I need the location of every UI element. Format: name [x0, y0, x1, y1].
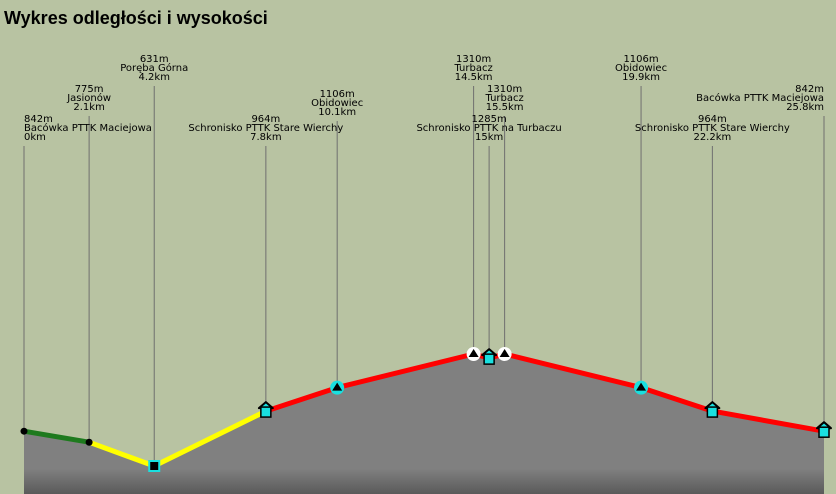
peak-icon: [330, 380, 345, 395]
distance-label: 15.5km: [486, 102, 524, 113]
elevation-label: 842m: [24, 114, 53, 125]
chart-title: Wykres odległości i wysokości: [4, 8, 268, 28]
elevation-label: 842m: [795, 84, 824, 95]
elevation-label: 1310m: [456, 54, 491, 65]
route-segment: [265, 351, 825, 434]
peak-icon: [466, 347, 481, 361]
distance-label: 19.9km: [622, 72, 660, 83]
place-name-label: Schronisko PTTK na Turbaczu: [416, 123, 561, 134]
peak-icon: [634, 380, 649, 395]
route-segment: [23, 428, 90, 445]
place-name-label: Jasionów: [66, 92, 111, 104]
elevation-label: 631m: [140, 54, 169, 65]
place-name-label: Poręba Górna: [120, 62, 188, 74]
place-name-label: Turbacz: [484, 93, 523, 104]
elevation-label: 1310m: [487, 84, 522, 95]
place-name-label: Schronisko PTTK Stare Wierchy: [635, 123, 790, 134]
waypoint-dot-marker: [85, 438, 93, 446]
shelter-icon: [816, 421, 832, 438]
distance-label: 14.5km: [455, 72, 493, 83]
distance-label: 10.1km: [318, 107, 356, 118]
place-name-label: Schronisko PTTK Stare Wierchy: [188, 123, 343, 134]
elevation-area: [24, 354, 824, 494]
distance-label: 0km: [24, 132, 46, 143]
place-name-label: Bacówka PTTK Maciejowa: [696, 92, 824, 104]
elevation-label: 964m: [251, 114, 280, 125]
peak-icon: [497, 347, 512, 361]
elevation-label: 775m: [75, 84, 104, 95]
distance-label: 2.1km: [73, 102, 104, 113]
elevation-label: 1285m: [472, 114, 507, 125]
station-markers: [20, 347, 832, 472]
village-marker-core: [150, 462, 159, 470]
place-name-label: Bacówka PTTK Maciejowa: [24, 122, 152, 134]
elevation-label: 964m: [698, 114, 727, 125]
place-name-label: Obidowiec: [615, 63, 667, 74]
place-name-label: Turbacz: [453, 63, 492, 74]
waypoint-dot-marker: [20, 427, 28, 435]
elevation-label: 1106m: [320, 89, 355, 100]
shelter-icon: [704, 401, 721, 418]
distance-label: 22.2km: [693, 132, 731, 143]
distance-label: 15km: [475, 132, 503, 143]
distance-label: 4.2km: [139, 72, 170, 83]
distance-label: 7.8km: [250, 132, 281, 143]
shelter-icon: [257, 401, 274, 418]
station-guide-lines: [23, 86, 825, 466]
distance-label: 25.8km: [786, 102, 824, 113]
shelter-icon: [481, 348, 498, 365]
place-name-label: Obidowiec: [311, 98, 363, 109]
elevation-label: 1106m: [623, 54, 658, 65]
